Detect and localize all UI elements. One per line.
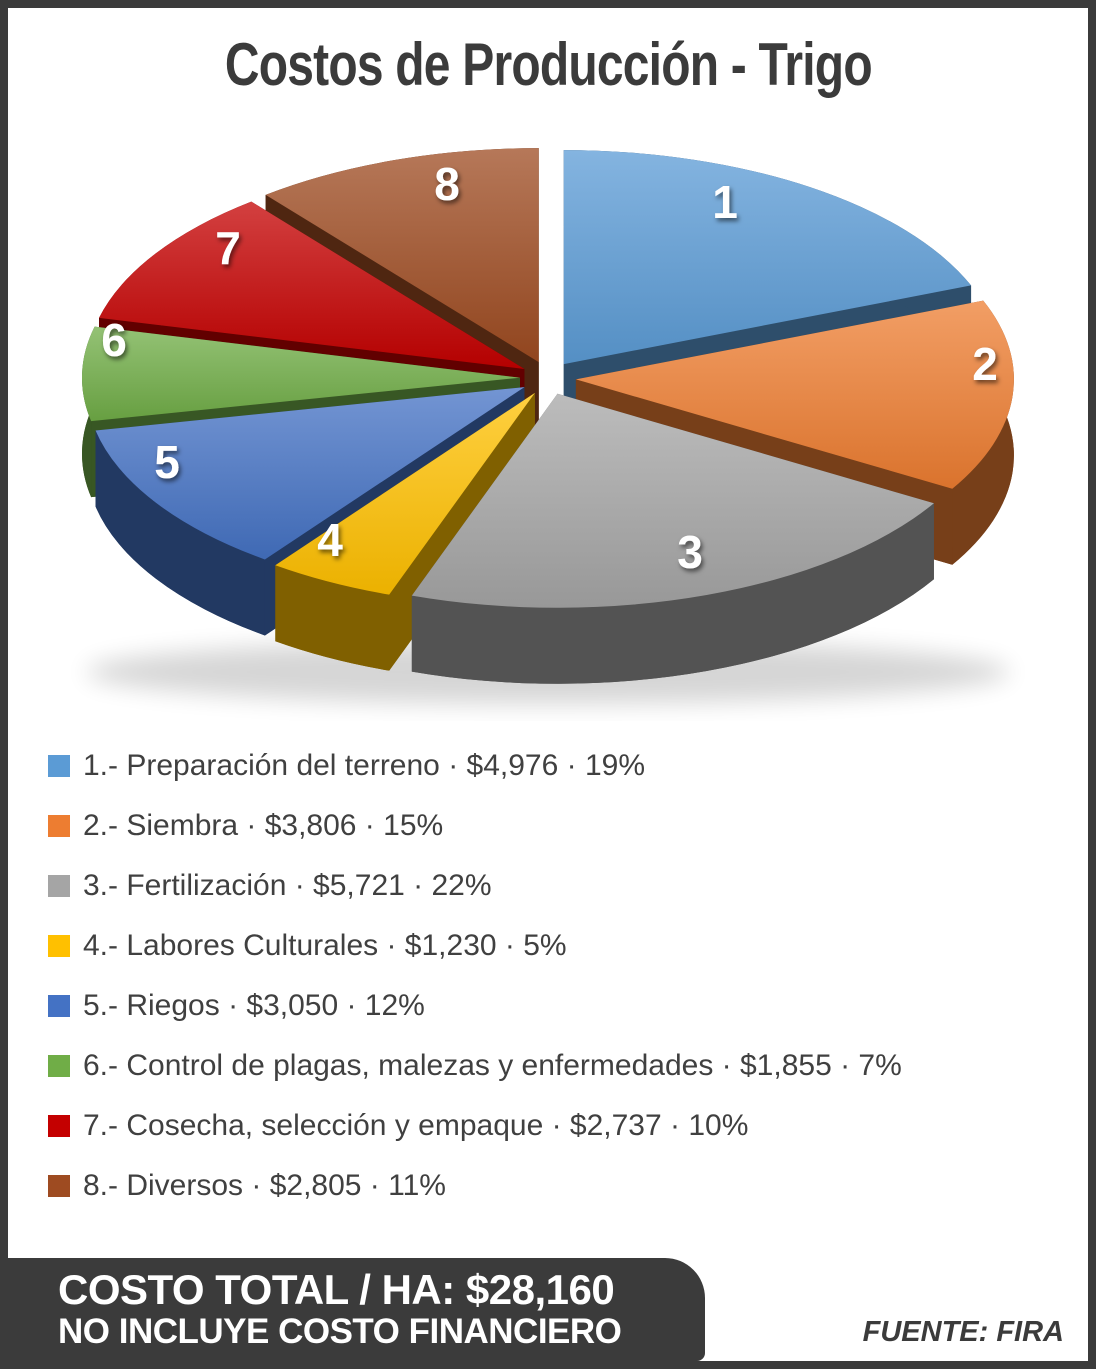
source-credit: FUENTE: FIRA [862,1316,1064,1348]
pie-slice-number: 4 [317,514,343,566]
legend-swatch [48,1175,70,1197]
pie-slice-1 [563,150,972,365]
legend-item: 1.- Preparación del terreno · $4,976 · 1… [48,749,1088,783]
total-cost-note: NO INCLUYE COSTO FINANCIERO [58,1312,622,1352]
pie-slice-4-rim-wall [275,565,390,671]
legend-swatch [48,995,70,1017]
legend-item: 8.- Diversos · $2,805 · 11% [48,1169,1088,1203]
pie-slice-number: 6 [101,314,127,366]
legend-swatch [48,1055,70,1077]
pie-slice-2 [575,300,1014,489]
pie-slice-number: 2 [972,338,998,390]
pie-slice-6 [82,326,521,422]
page-title: Costos de Producción - Trigo [8,8,1088,106]
legend-swatch [48,875,70,897]
legend-label: 6.- Control de plagas, malezas y enferme… [83,1049,902,1082]
pie-slice-5 [95,387,525,560]
legend-label: 5.- Riegos · $3,050 · 12% [83,989,425,1022]
pie-slice-number: 8 [434,158,460,210]
legend-item: 5.- Riegos · $3,050 · 12% [48,989,1088,1023]
legend-item: 3.- Fertilización · $5,721 · 22% [48,869,1088,903]
pie-slice-8 [265,148,539,363]
legend-swatch [48,1115,70,1137]
legend-swatch [48,815,70,837]
legend-label: 8.- Diversos · $2,805 · 11% [83,1169,446,1202]
legend-label: 2.- Siembra · $3,806 · 15% [83,809,444,842]
page-title-text: Costos de Producción - Trigo [224,31,873,98]
legend-label: 7.- Cosecha, selección y empaque · $2,73… [83,1109,749,1142]
legend-label: 1.- Preparación del terreno · $4,976 · 1… [83,749,645,782]
pie-slice-number: 7 [215,222,241,274]
pie-slice-3 [411,393,934,608]
legend-swatch [48,755,70,777]
pie-slice-number: 3 [677,526,703,578]
pie-slice-number: 5 [154,436,180,488]
legend-item: 4.- Labores Culturales · $1,230 · 5% [48,929,1088,963]
pie-slice-7 [99,201,525,369]
legend-item: 6.- Control de plagas, malezas y enferme… [48,1049,1088,1083]
legend-swatch [48,935,70,957]
pie-chart: 1 2 3 4 5 6 7 8 [82,148,1014,704]
legend-item: 2.- Siembra · $3,806 · 15% [48,809,1088,843]
legend-label: 3.- Fertilización · $5,721 · 22% [83,869,492,902]
pie-slice-4 [275,392,535,595]
legend-item: 7.- Cosecha, selección y empaque · $2,73… [48,1109,1088,1143]
total-cost-line: COSTO TOTAL / HA: $28,160 [58,1266,615,1313]
legend: 1.- Preparación del terreno · $4,976 · 1… [8,721,1088,1203]
pie-slice-number: 1 [712,176,738,228]
pie-slice-5-rim-wall [95,430,265,636]
total-cost-banner: COSTO TOTAL / HA: $28,160 NO INCLUYE COS… [8,1258,705,1361]
pie-slice-3-rim-wall [411,503,934,684]
legend-label: 4.- Labores Culturales · $1,230 · 5% [83,929,567,962]
